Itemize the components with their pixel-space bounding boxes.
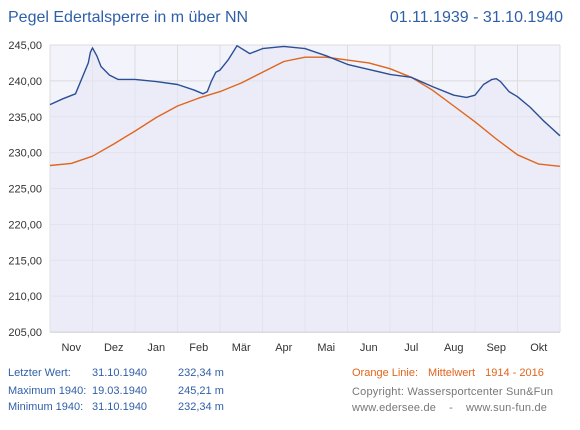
- last-value-date: 31.10.1940: [92, 367, 148, 379]
- x-tick-label: Aug: [444, 342, 464, 354]
- last-value-label: Letzter Wert:: [8, 367, 71, 379]
- x-axis: Nov Dez Jan Feb Mär Apr Mai Jun Jul Aug Sep Okt: [61, 342, 547, 354]
- y-tick-label: 210,00: [8, 291, 42, 303]
- last-value-row: Letzter Wert: 31.10.1940 232,34 m: [8, 367, 224, 379]
- x-tick-label: Nov: [61, 342, 81, 354]
- x-tick-label: Mär: [232, 342, 251, 354]
- website-links[interactable]: www.edersee.de - www.sun-fun.de: [352, 402, 548, 414]
- y-tick-label: 230,00: [8, 148, 42, 160]
- maximum-label: Maximum 1940:: [8, 385, 87, 397]
- maximum-value: 245,21 m: [178, 385, 224, 397]
- x-tick-label: Okt: [530, 342, 547, 354]
- orange-line-legend: Orange Linie: Mittelwert 1914 - 2016: [352, 367, 554, 379]
- x-tick-label: Feb: [189, 342, 208, 354]
- x-tick-label: Jan: [147, 342, 165, 354]
- copyright-text: Copyright: Wassersportcenter Sun&Fun: [352, 386, 554, 398]
- chart-title: Pegel Edertalsperre in m über NN: [8, 9, 249, 26]
- mean-label: Mittelwert: [428, 367, 476, 379]
- x-tick-label: Jun: [360, 342, 378, 354]
- maximum-row: Maximum 1940: 19.03.1940 245,21 m: [8, 385, 224, 397]
- level-area: [50, 45, 560, 332]
- x-tick-label: Dez: [104, 342, 124, 354]
- mean-level-line: [49, 56, 561, 167]
- minimum-value: 232,34 m: [178, 401, 224, 413]
- mean-years: 1914 - 2016: [485, 367, 544, 379]
- x-tick-label: Mai: [317, 342, 335, 354]
- x-tick-label: Apr: [275, 342, 292, 354]
- water-level-line: [49, 45, 561, 137]
- x-tick-label: Sep: [486, 342, 506, 354]
- y-axis: 245,00 240,00 235,00 230,00 225,00 220,00 215,…: [8, 40, 42, 339]
- minimum-date: 31.10.1940: [92, 401, 148, 413]
- minimum-row: Minimum 1940: 31.10.1940 232,34 m: [8, 401, 224, 413]
- orange-line-label: Orange Linie:: [352, 367, 419, 379]
- minimum-label: Minimum 1940:: [8, 401, 84, 413]
- y-tick-label: 235,00: [8, 112, 42, 124]
- y-tick-label: 205,00: [8, 327, 42, 339]
- y-tick-label: 220,00: [8, 219, 42, 231]
- y-tick-label: 240,00: [8, 76, 42, 88]
- date-range: 01.11.1939 - 31.10.1940: [389, 9, 563, 26]
- y-tick-label: 225,00: [8, 184, 42, 196]
- y-tick-label: 245,00: [8, 40, 42, 52]
- maximum-date: 19.03.1940: [92, 385, 148, 397]
- x-tick-label: Jul: [404, 342, 418, 354]
- last-value: 232,34 m: [178, 367, 224, 379]
- y-tick-label: 215,00: [8, 255, 42, 267]
